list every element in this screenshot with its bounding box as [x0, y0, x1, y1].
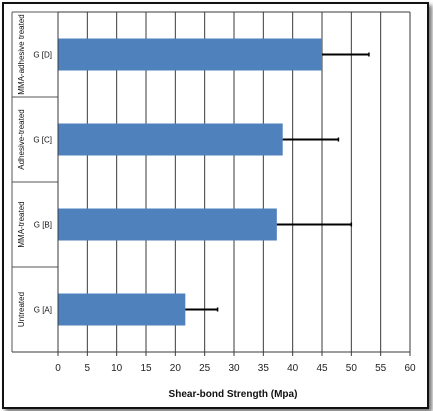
group-labels: Untreated MMA-treated Adhesive-treated MMA-…	[17, 14, 26, 327]
category-label: G [D]	[33, 51, 52, 60]
category-label: G [B]	[34, 221, 52, 230]
x-tick-label: 20	[170, 363, 182, 374]
group-label: MMA-adhesive treated	[17, 14, 26, 94]
x-tick-label: 15	[140, 363, 152, 374]
x-tick-label: 25	[199, 363, 211, 374]
axes	[11, 11, 411, 356]
category-labels: G [A] G [B] G [C] G [D]	[33, 51, 52, 315]
x-tick-label: 40	[287, 363, 299, 374]
bars	[58, 38, 322, 326]
group-label: Untreated	[17, 292, 26, 327]
x-tick-label: 60	[404, 363, 416, 374]
bar	[58, 123, 283, 156]
x-tick-label: 30	[228, 363, 240, 374]
x-tick-label: 50	[346, 363, 358, 374]
category-label: G [C]	[33, 136, 52, 145]
group-label: MMA-treated	[17, 201, 26, 247]
x-tick-label: 5	[85, 363, 91, 374]
x-tick-label: 0	[55, 363, 61, 374]
x-axis-title: Shear-bond Strength (Mpa)	[169, 389, 298, 400]
category-label: G [A]	[34, 306, 52, 315]
x-tick-labels: 0 5 10 15 20 25 30 35 40 45 50 55 60	[55, 363, 416, 374]
group-label: Adhesive-treated	[17, 109, 26, 169]
bar	[58, 208, 277, 241]
bar	[58, 38, 322, 71]
x-tick-label: 35	[258, 363, 270, 374]
x-tick-label: 55	[375, 363, 387, 374]
bar	[58, 293, 186, 326]
x-tick-label: 45	[316, 363, 328, 374]
x-tick-label: 10	[111, 363, 123, 374]
error-bars	[185, 52, 370, 312]
